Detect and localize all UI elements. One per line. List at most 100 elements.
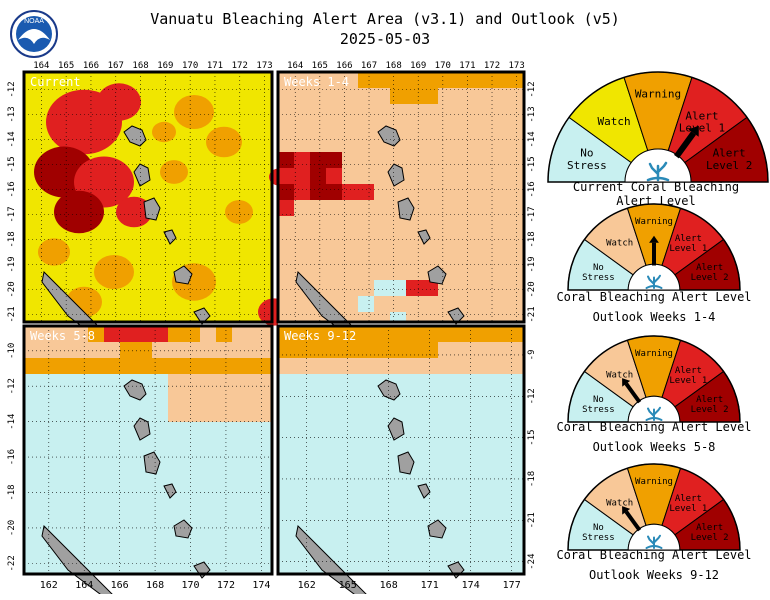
grid-cell [232, 550, 248, 566]
island [163, 483, 177, 499]
grid-cell [294, 200, 310, 216]
alert-region [225, 200, 253, 224]
grid-cell [342, 374, 358, 390]
grid-cell [294, 406, 310, 422]
tick-label: -14 [7, 414, 17, 430]
grid-cell [342, 438, 358, 454]
grid-cell [232, 518, 248, 534]
grid-cell [454, 248, 470, 264]
gauge-label-alert1: Alert [675, 494, 702, 504]
gauge-needle [624, 382, 642, 404]
grid-cell [248, 454, 264, 470]
grid-cell [406, 358, 422, 374]
tick-label: -10 [7, 343, 17, 359]
grid-cell [438, 374, 454, 390]
grid-cell [184, 422, 200, 438]
grid-cell [470, 280, 486, 296]
grid-cell [200, 534, 216, 550]
grid-cell [216, 406, 232, 422]
grid-cell [278, 120, 294, 136]
grid-cell [406, 88, 422, 104]
grid-cell [326, 422, 342, 438]
grid-cell [184, 486, 200, 502]
grid-cell [454, 406, 470, 422]
grid-cell [358, 168, 374, 184]
grid-cell [422, 296, 438, 312]
grid-cell [342, 88, 358, 104]
grid-cell [24, 406, 40, 422]
gauge-weeks-5-8: No Stress Watch Warning Alert Level 1 Alert Lev… [566, 332, 742, 424]
grid-cell [406, 566, 422, 574]
grid-cell [40, 454, 56, 470]
grid-cell [56, 566, 72, 574]
grid-cell [120, 342, 136, 358]
grid-cell [248, 342, 264, 358]
grid-cell [120, 406, 136, 422]
grid-cell [104, 374, 120, 390]
grid-cell [454, 280, 470, 296]
grid-cell [342, 152, 358, 168]
grid-cell [406, 326, 422, 342]
grid-cell [278, 374, 294, 390]
map-label: Current [30, 75, 81, 89]
gauge-needle [674, 131, 696, 159]
grid-cell [438, 342, 454, 358]
grid-cell [264, 566, 272, 574]
grid-cell [486, 264, 502, 280]
grid-cell [518, 72, 524, 88]
grid-cell [422, 168, 438, 184]
grid-cell [438, 326, 454, 342]
grid-cell [390, 502, 406, 518]
grid-cell [216, 438, 232, 454]
grid-cell [406, 550, 422, 566]
grid-cell [406, 312, 422, 322]
grid-cell [40, 406, 56, 422]
grid-cell [374, 470, 390, 486]
grid-cell [518, 168, 524, 184]
grid-cell [232, 566, 248, 574]
grid-cell [326, 390, 342, 406]
grid-cell [278, 168, 294, 184]
tick-label: -14 [527, 131, 537, 147]
grid-cell [502, 88, 518, 104]
grid-cell [24, 470, 40, 486]
grid-cell [120, 502, 136, 518]
grid-cell [454, 88, 470, 104]
gauge-label-no-stress: Stress [582, 533, 615, 543]
grid-cell [278, 454, 294, 470]
grid-cell [454, 326, 470, 342]
grid-cell [56, 374, 72, 390]
grid-cell [24, 342, 40, 358]
grid-cell [72, 470, 88, 486]
grid-cell [278, 152, 294, 168]
grid-cell [310, 200, 326, 216]
tick-label: 172 [232, 61, 248, 71]
grid-cell [184, 566, 200, 574]
grid-cell [120, 470, 136, 486]
grid-cell [358, 326, 374, 342]
grid-cell [264, 518, 272, 534]
grid-cell [136, 326, 152, 342]
island [387, 417, 405, 441]
grid-cell [422, 104, 438, 120]
grid-cell [216, 358, 232, 374]
tick-label: -18 [527, 471, 537, 487]
grid-cell [264, 326, 272, 342]
grid-cell [374, 342, 390, 358]
grid-cell [454, 358, 470, 374]
grid-cell [278, 470, 294, 486]
grid-cell [232, 406, 248, 422]
map-layer [278, 326, 524, 594]
map-label: Weeks 5-8 [30, 329, 95, 343]
coastline [295, 125, 465, 326]
grid-cell [502, 358, 518, 374]
grid-cell [358, 104, 374, 120]
grid-cell [294, 248, 310, 264]
tick-label: -19 [7, 256, 17, 272]
island [193, 307, 211, 325]
grid-cell [374, 152, 390, 168]
map-current: Current 164 165 166 167 168 169 170 171 172 173 -12… [7, 61, 278, 326]
grid-cell [486, 280, 502, 296]
grid-cell [470, 326, 486, 342]
grid-cell [56, 422, 72, 438]
